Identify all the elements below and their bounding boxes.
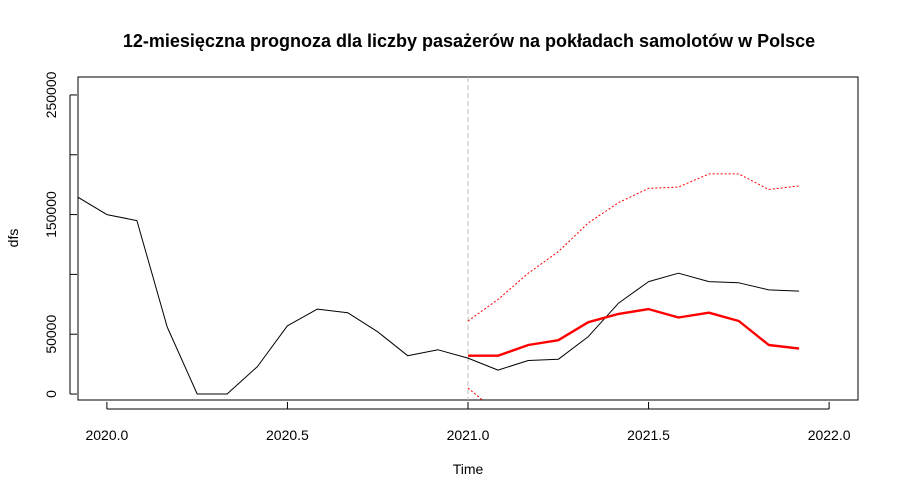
x-tick-label: 2021.0	[447, 427, 490, 443]
y-tick-label: 250000	[43, 71, 59, 118]
y-tick-label: 150000	[43, 191, 59, 238]
upper-interval-line	[467, 173, 800, 322]
x-axis-label: Time	[453, 461, 484, 477]
lower-interval-line	[467, 387, 484, 400]
y-axis-label: dfs	[5, 229, 21, 248]
series-layer	[78, 173, 800, 400]
observed-series-line	[78, 196, 800, 395]
x-tick-label: 2020.0	[85, 427, 128, 443]
chart-title: 12-miesięczna prognoza dla liczby pasaże…	[123, 31, 815, 51]
x-axis: 2020.0 2020.5 2021.0 2021.5 2022.0	[85, 402, 851, 443]
y-tick-label: 0	[43, 390, 59, 398]
x-tick-label: 2021.5	[627, 427, 670, 443]
y-axis: 0 50000 150000 250000	[43, 71, 77, 398]
forecast-mean-line	[468, 307, 800, 357]
y-tick-label: 50000	[43, 315, 59, 354]
x-tick-label: 2022.0	[808, 427, 851, 443]
x-tick-label: 2020.5	[266, 427, 309, 443]
